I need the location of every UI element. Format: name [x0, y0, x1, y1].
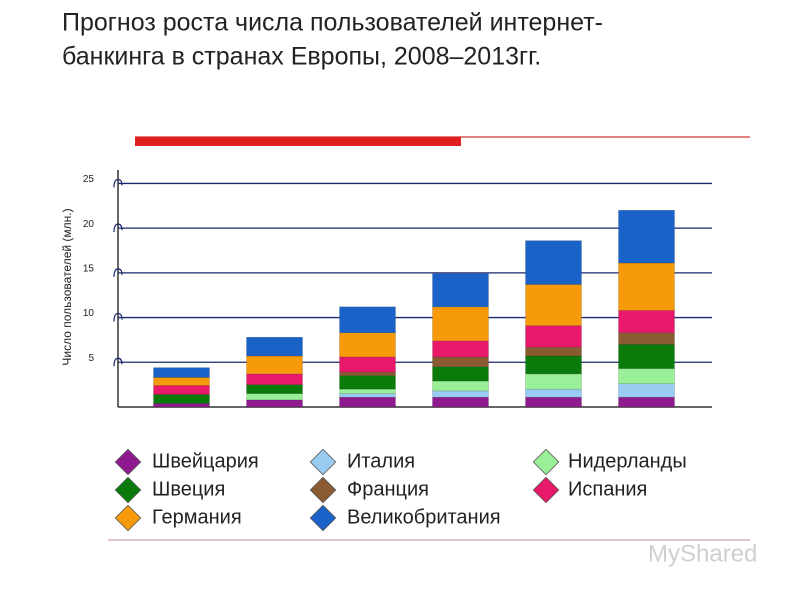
bar-segment: [525, 346, 582, 357]
y-axis-label: Число пользователей (млн.): [60, 208, 74, 365]
bar-segment: [525, 396, 582, 408]
bar-segment: [525, 355, 582, 375]
legend-label: Германия: [152, 506, 242, 528]
bar-segment: [432, 396, 489, 408]
bar-segment: [246, 373, 303, 385]
bar-segment: [618, 396, 675, 408]
legend-marker: [309, 476, 337, 504]
bar-segment: [525, 388, 582, 398]
bar-segment: [246, 384, 303, 394]
accent-bar: [135, 137, 461, 146]
bar-segment: [153, 394, 210, 404]
y-tick-label: 5: [88, 353, 94, 364]
bar-segment: [618, 332, 675, 345]
bar-segment: [153, 403, 210, 408]
bar-segment: [339, 375, 396, 390]
bar-segment: [618, 344, 675, 369]
bar-segment: [432, 390, 489, 398]
bar-segment: [525, 373, 582, 390]
bar-segment: [246, 393, 303, 401]
y-tick-label: 20: [83, 219, 95, 230]
bar-segment: [246, 355, 303, 375]
tick-mark: [113, 357, 123, 367]
bar-segment: [618, 310, 675, 334]
bar-segment: [618, 262, 675, 311]
bar-segment: [339, 356, 396, 373]
bar-segment: [618, 368, 675, 384]
bar-segment: [339, 306, 396, 334]
bar-segment: [153, 385, 210, 395]
legend-marker: [309, 448, 337, 476]
bar-segment: [618, 383, 675, 398]
bar-segment: [432, 366, 489, 382]
bar-segment: [525, 325, 582, 348]
tick-mark: [113, 223, 123, 233]
legend-label: Италия: [347, 450, 415, 472]
bar-segment: [246, 399, 303, 408]
watermark: MyShared: [648, 540, 757, 567]
chart-title: банкинга в странах Европы, 2008–2013гг.: [62, 43, 541, 71]
y-tick-label: 10: [83, 308, 95, 319]
bar-segment: [339, 396, 396, 408]
bar-segment: [339, 388, 396, 394]
y-tick-label: 15: [83, 263, 95, 274]
legend-label: Швеция: [152, 478, 225, 500]
tick-mark: [113, 178, 123, 188]
legend-label: Нидерланды: [568, 450, 687, 472]
bar-segment: [432, 340, 489, 358]
legend-label: Швейцария: [152, 450, 259, 472]
legend-marker: [114, 448, 142, 476]
bar-segment: [432, 356, 489, 368]
bar-segment: [246, 336, 303, 357]
bar-segment: [432, 273, 489, 308]
tick-mark: [113, 268, 123, 277]
legend-label: Франция: [347, 478, 429, 500]
bar-segment: [339, 393, 396, 398]
legend-marker: [114, 504, 142, 532]
legend-marker: [532, 448, 560, 476]
bar-segment: [153, 377, 210, 386]
legend-marker: [532, 476, 560, 504]
legend-marker: [114, 476, 142, 504]
legend-label: Испания: [568, 478, 647, 500]
tick-mark: [113, 312, 123, 322]
legend-marker: [309, 504, 337, 532]
bar-segment: [525, 240, 582, 285]
bar-segment: [618, 209, 675, 264]
bar-segment: [432, 306, 489, 342]
legend-label: Великобритания: [347, 506, 501, 528]
bar-segment: [339, 332, 396, 358]
bar-segment: [339, 371, 396, 376]
y-tick-label: 25: [83, 174, 95, 185]
chart-title: Прогноз роста числа пользователей интерн…: [62, 9, 603, 37]
bar-segment: [432, 380, 489, 392]
bar-segment: [153, 367, 210, 378]
bar-segment: [525, 284, 582, 326]
